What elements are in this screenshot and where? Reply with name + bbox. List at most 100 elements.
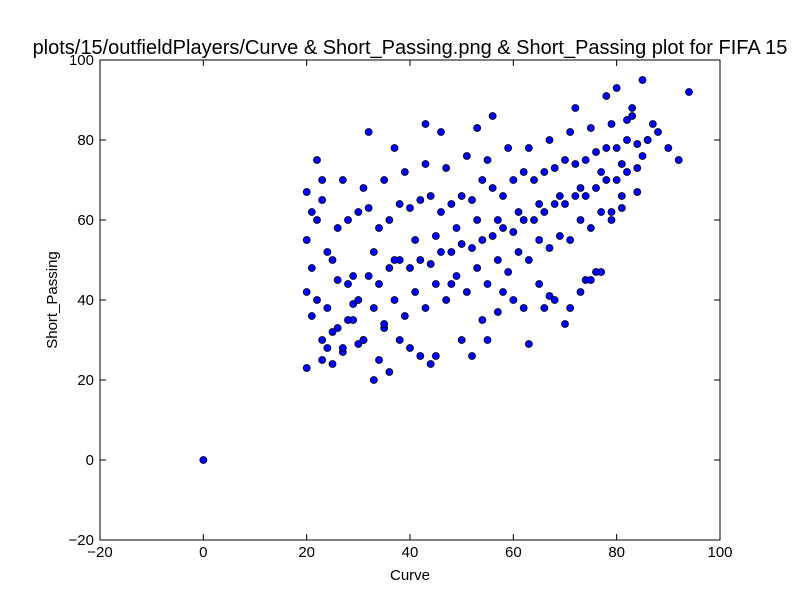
data-point [447,248,456,256]
data-point [318,356,327,364]
data-point [375,224,383,232]
data-point [530,176,538,184]
data-point [400,312,409,320]
data-point [380,320,389,328]
data-point [685,88,693,96]
data-point [328,360,337,368]
points-layer [199,76,693,464]
data-point [597,268,606,276]
data-point [612,144,621,152]
data-point [307,312,316,320]
data-point [395,200,404,208]
data-point [452,224,461,232]
data-point [493,216,502,224]
data-point [457,336,466,344]
data-point [504,144,513,152]
data-point [581,156,590,164]
data-point [462,288,471,296]
data-point [302,236,311,244]
data-point [406,204,414,212]
data-point [607,208,616,216]
data-point [638,152,647,160]
y-tick-label: 60 [77,212,94,229]
data-point [633,140,642,148]
data-point [359,336,368,344]
ticks-layer: −20 0 20 40 60 80 100 −20 0 20 40 60 80 100 [69,52,733,561]
data-point [421,120,430,128]
data-point [318,176,327,184]
data-point [328,328,337,336]
data-point [426,192,435,200]
x-tick-label: 60 [505,544,522,561]
data-point [545,136,554,144]
data-point [586,224,595,232]
data-point [323,248,332,256]
data-point [369,248,378,256]
data-point [566,128,575,136]
data-point [375,280,383,288]
data-point [323,304,332,312]
data-point [359,184,368,192]
data-point [302,288,311,296]
data-point [555,192,564,200]
data-point [390,296,399,304]
data-point [540,168,549,176]
data-point [364,272,373,280]
x-tick-label: 40 [402,544,419,561]
data-point [390,144,399,152]
data-point [540,208,549,216]
data-point [390,256,399,264]
data-point [566,304,575,312]
data-point [674,156,683,164]
y-tick-label: 0 [86,452,94,469]
data-point [400,168,409,176]
data-point [504,268,513,276]
y-tick-label: 100 [69,52,94,69]
data-point [499,192,507,200]
data-point [488,184,497,192]
data-point [395,336,404,344]
x-axis-label: Curve [390,567,430,584]
data-point [354,296,363,304]
data-point [411,236,420,244]
data-point [571,192,580,200]
data-point [550,296,559,304]
data-point [571,104,580,112]
data-point [421,160,430,168]
data-point [385,216,394,224]
data-point [519,216,528,224]
data-point [602,176,611,184]
data-point [561,156,569,164]
data-point [318,196,327,204]
data-point [457,192,466,200]
data-point [612,176,621,184]
data-point [514,248,523,256]
data-point [612,84,621,92]
data-point [426,260,435,268]
data-point [633,188,642,196]
data-point [561,200,569,208]
data-point [338,344,347,352]
data-point [483,280,492,288]
data-point [488,112,497,120]
y-tick-label: −20 [69,532,94,549]
data-point [545,292,554,300]
data-point [535,236,544,244]
data-point [597,168,606,176]
data-point [581,192,590,200]
data-point [313,296,321,304]
data-point [509,176,518,184]
data-point [364,204,373,212]
data-point [586,276,595,284]
data-point [493,256,502,264]
x-tick-label: 0 [199,544,207,561]
data-point [514,208,523,216]
data-point [633,164,642,172]
data-point [654,128,662,136]
data-point [592,148,600,156]
data-point [617,192,626,200]
data-point [524,144,533,152]
data-point [607,120,616,128]
x-tick-label: −20 [87,544,112,561]
